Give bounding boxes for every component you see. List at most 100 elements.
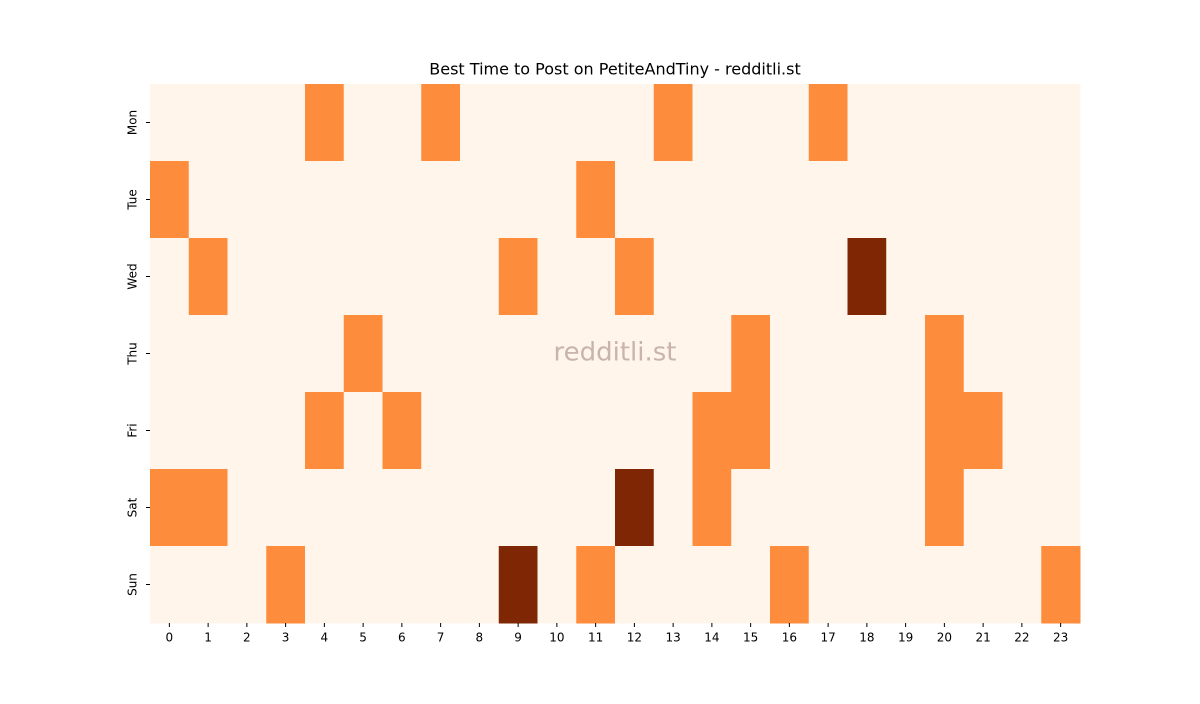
y-tick-label: Sun (126, 573, 140, 596)
heatmap-cell (847, 315, 887, 393)
heatmap-cell (421, 546, 461, 624)
heatmap-cell (227, 469, 267, 547)
x-tick-label: 7 (437, 631, 445, 645)
heatmap-cell (925, 392, 965, 470)
heatmap-cell (460, 161, 500, 239)
heatmap-cell (808, 315, 848, 393)
heatmap-cell (653, 469, 693, 547)
heatmap-cell (227, 392, 267, 470)
heatmap-cell (537, 238, 577, 316)
heatmap-cell (886, 392, 926, 470)
heatmap-cell (1002, 161, 1042, 239)
x-tick-label: 19 (898, 631, 913, 645)
heatmap-cell (808, 546, 848, 624)
x-tick-label: 13 (665, 631, 680, 645)
heatmap-cell (1041, 161, 1081, 239)
heatmap-cell (227, 161, 267, 239)
heatmap-cell (460, 238, 500, 316)
heatmap-cell (343, 238, 383, 316)
heatmap-cell (615, 238, 655, 316)
heatmap-cell (343, 84, 383, 162)
heatmap-cell (1002, 238, 1042, 316)
heatmap-cell (227, 238, 267, 316)
heatmap-cell (266, 546, 306, 624)
heatmap-cell (305, 392, 345, 470)
heatmap-cell (343, 469, 383, 547)
heatmap-cell (382, 84, 422, 162)
heatmap-cell (615, 84, 655, 162)
heatmap-cell (498, 161, 538, 239)
heatmap-cell (382, 161, 422, 239)
heatmap-cell (770, 238, 810, 316)
heatmap-cell (963, 392, 1003, 470)
heatmap-cell (460, 315, 500, 393)
heatmap-cell (615, 546, 655, 624)
heatmap-cell (382, 238, 422, 316)
heatmap-cell (963, 161, 1003, 239)
x-tick-label: 22 (1014, 631, 1029, 645)
chart-title: Best Time to Post on PetiteAndTiny - red… (429, 60, 800, 79)
heatmap-cell (382, 392, 422, 470)
heatmap-cell (615, 469, 655, 547)
heatmap-cell (421, 161, 461, 239)
heatmap-cell (150, 546, 190, 624)
x-tick-label: 3 (282, 631, 290, 645)
heatmap-cell (266, 84, 306, 162)
x-tick-label: 8 (476, 631, 484, 645)
heatmap-cell (808, 392, 848, 470)
heatmap-cell (653, 84, 693, 162)
heatmap-cell (692, 392, 732, 470)
heatmap-cell (421, 238, 461, 316)
heatmap-cell (382, 315, 422, 393)
heatmap-cell (1002, 546, 1042, 624)
heatmap-cell (498, 392, 538, 470)
heatmap-cell (731, 546, 771, 624)
heatmap-cell (150, 84, 190, 162)
heatmap-cell (227, 315, 267, 393)
heatmap-cell (653, 315, 693, 393)
heatmap-cell (692, 84, 732, 162)
heatmap-cell (537, 315, 577, 393)
heatmap-cell (576, 238, 616, 316)
heatmap-cell (1002, 84, 1042, 162)
heatmap-cell (227, 546, 267, 624)
heatmap-cell (266, 315, 306, 393)
heatmap-cell (188, 84, 228, 162)
heatmap-cell (1041, 469, 1081, 547)
x-tick-label: 6 (398, 631, 406, 645)
x-tick-label: 11 (588, 631, 603, 645)
heatmap-cell (692, 161, 732, 239)
heatmap-cell (1041, 546, 1081, 624)
heatmap-cell (460, 392, 500, 470)
heatmap-cell (498, 469, 538, 547)
heatmap-cell (576, 546, 616, 624)
heatmap-cell (731, 84, 771, 162)
heatmap-cell (343, 161, 383, 239)
heatmap-cell (498, 315, 538, 393)
heatmap-cell (1041, 238, 1081, 316)
y-tick-label: Tue (126, 189, 140, 211)
heatmap-cell (1002, 469, 1042, 547)
heatmap-cell (692, 469, 732, 547)
heatmap-cell (1002, 315, 1042, 393)
y-tick-label: Sat (126, 497, 140, 517)
heatmap-cell (731, 392, 771, 470)
heatmap-cell (343, 546, 383, 624)
x-tick-label: 21 (975, 631, 990, 645)
heatmap-cell (692, 315, 732, 393)
heatmap-cell (925, 84, 965, 162)
heatmap-cell (227, 84, 267, 162)
heatmap-cell (421, 315, 461, 393)
heatmap-cell (305, 238, 345, 316)
heatmap-cell (615, 315, 655, 393)
heatmap-cell (847, 161, 887, 239)
heatmap-cell (653, 161, 693, 239)
heatmap-cell (421, 84, 461, 162)
y-tick-label: Thu (126, 342, 140, 366)
heatmap-cell (808, 161, 848, 239)
heatmap-cell (537, 546, 577, 624)
heatmap-cell (653, 546, 693, 624)
x-tick-label: 12 (627, 631, 642, 645)
heatmap-cell (963, 469, 1003, 547)
heatmap-cell (305, 315, 345, 393)
